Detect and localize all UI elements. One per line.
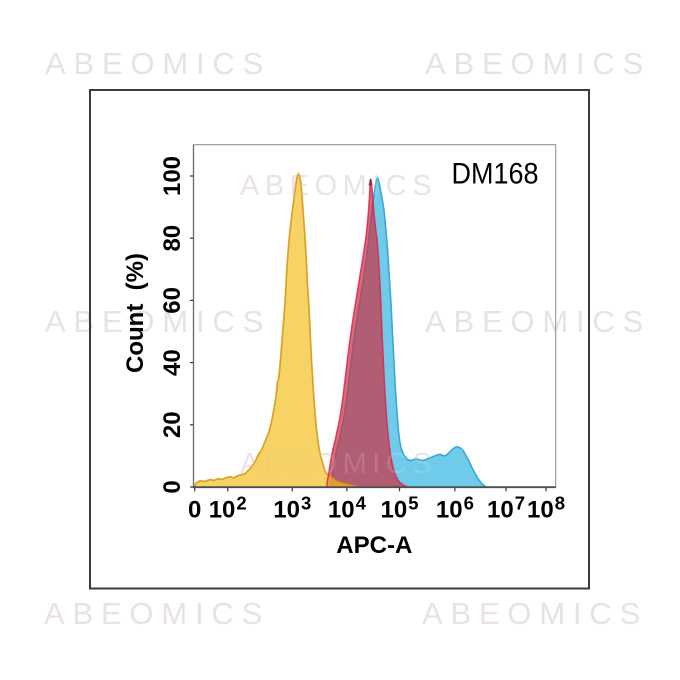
svg-text:108: 108 — [527, 492, 565, 523]
svg-text:60: 60 — [159, 287, 186, 314]
svg-text:106: 106 — [436, 492, 474, 523]
svg-text:107: 107 — [487, 492, 525, 523]
svg-text:102: 102 — [209, 492, 247, 523]
svg-text:105: 105 — [381, 492, 419, 523]
svg-text:80: 80 — [159, 225, 186, 252]
svg-text:104: 104 — [328, 492, 367, 523]
svg-text:APC-A: APC-A — [336, 532, 412, 559]
svg-text:100: 100 — [159, 156, 186, 196]
svg-text:40: 40 — [159, 349, 186, 376]
svg-text:Count (%): Count (%) — [122, 253, 149, 373]
svg-text:0: 0 — [159, 480, 186, 493]
svg-text:0: 0 — [188, 496, 201, 523]
svg-text:DM168: DM168 — [452, 158, 539, 191]
svg-text:20: 20 — [159, 411, 186, 438]
svg-text:103: 103 — [273, 492, 311, 523]
